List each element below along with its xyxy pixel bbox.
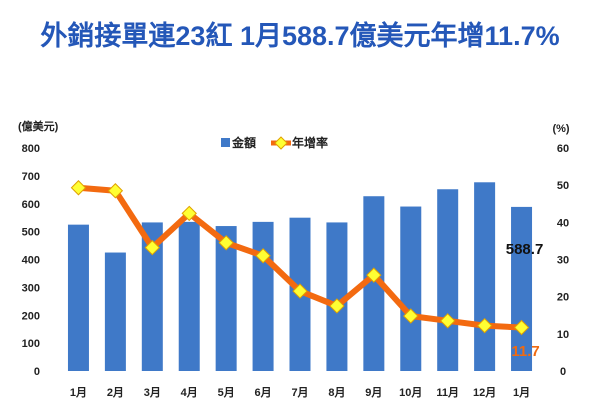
- legend-swatch-bar: [221, 138, 230, 147]
- line-point-marker: [366, 267, 382, 283]
- line-point-marker: [513, 319, 530, 336]
- line-point-marker: [70, 180, 87, 196]
- y-left-tick-label: 500: [22, 227, 40, 239]
- line-point-marker: [292, 283, 308, 299]
- y-left-tick-label: 200: [22, 310, 40, 322]
- bar: [326, 222, 348, 371]
- y-left-tick-label: 0: [34, 366, 40, 378]
- x-tick-label: 5月: [218, 386, 235, 399]
- x-tick-label: 2月: [107, 386, 124, 399]
- x-tick-label: 1月: [513, 386, 530, 399]
- line-point-marker: [107, 183, 124, 199]
- y-right-unit-label: (%): [552, 123, 569, 135]
- bar: [437, 189, 459, 371]
- y-left-tick-label: 400: [22, 255, 40, 267]
- y-left-tick-label: 700: [22, 171, 40, 183]
- line-point-marker: [476, 317, 493, 334]
- legend-swatch-marker: [274, 136, 288, 150]
- y-right-tick-label: 20: [557, 292, 569, 304]
- y-right-tick-label: 60: [557, 143, 569, 155]
- bar: [67, 224, 89, 371]
- x-tick-label: 10月: [399, 386, 422, 399]
- bar: [141, 222, 163, 371]
- bar: [215, 226, 237, 371]
- legend-label-line: 年增率: [292, 135, 328, 150]
- y-right-tick-label: 0: [560, 366, 566, 378]
- x-tick-label: 8月: [328, 386, 345, 399]
- bar: [363, 196, 385, 371]
- y-left-tick-label: 100: [22, 338, 40, 350]
- line-point-marker: [403, 308, 419, 324]
- y-right-tick-label: 10: [557, 329, 569, 341]
- y-right-tick-label: 30: [557, 255, 569, 267]
- line-point-marker: [329, 298, 345, 314]
- legend-label-bar: 金額: [231, 135, 256, 150]
- x-tick-label: 6月: [255, 386, 272, 399]
- line-point-marker: [144, 239, 161, 256]
- y-right-tick-label: 40: [557, 217, 569, 229]
- line-point-marker: [255, 248, 271, 264]
- line-point-marker: [218, 235, 234, 251]
- bar: [400, 206, 422, 371]
- line-point-marker: [181, 205, 197, 222]
- bar: [474, 182, 496, 371]
- x-tick-label: 1月: [70, 386, 87, 399]
- line-last-value-label: 11.7: [511, 343, 539, 360]
- x-tick-label: 12月: [473, 386, 496, 399]
- y-left-tick-label: 600: [22, 199, 40, 211]
- y-left-tick-label: 300: [22, 282, 40, 294]
- chart-title: 外銷接單連23紅 1月588.7億美元年增11.7%: [40, 21, 560, 51]
- y-right-tick-label: 50: [557, 180, 569, 192]
- bar: [178, 221, 200, 371]
- bar: [104, 252, 126, 371]
- x-tick-label: 11月: [436, 386, 459, 399]
- x-tick-label: 7月: [291, 386, 308, 399]
- x-tick-label: 9月: [365, 386, 382, 399]
- bar: [252, 221, 274, 371]
- y-left-unit-label: (億美元): [18, 119, 59, 133]
- bar-last-value-label: 588.7: [506, 241, 544, 258]
- x-tick-label: 4月: [181, 386, 198, 399]
- y-left-tick-label: 800: [22, 143, 40, 155]
- line-point-marker: [439, 313, 456, 329]
- x-tick-label: 3月: [144, 386, 161, 399]
